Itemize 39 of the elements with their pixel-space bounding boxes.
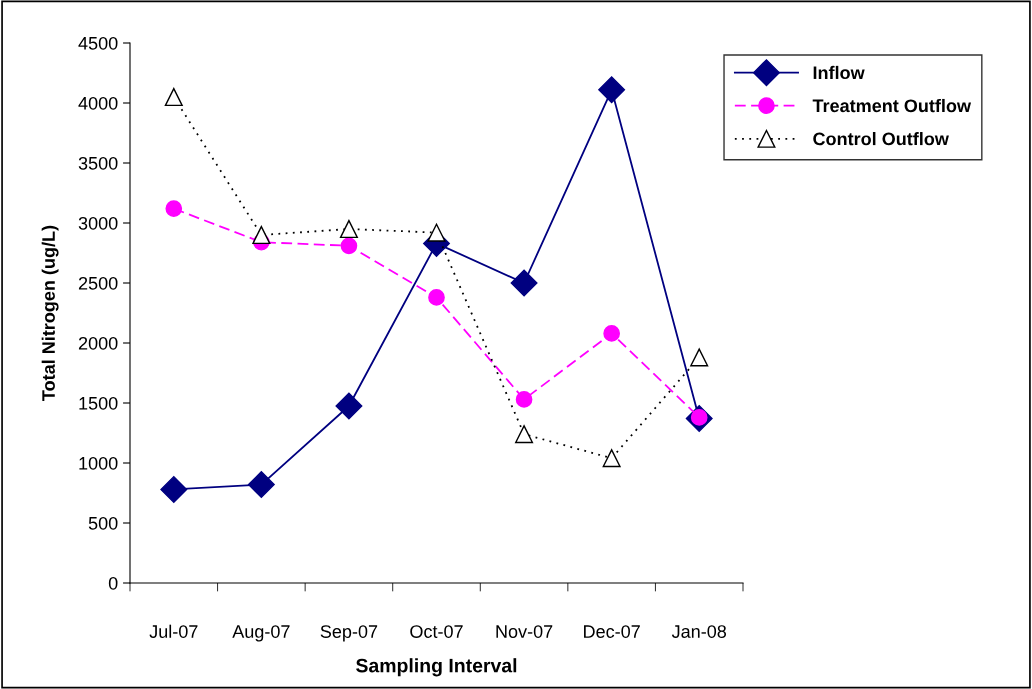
x-tick-label: Oct-07	[410, 625, 463, 638]
x-tick-label: Sep-07	[320, 625, 378, 642]
point	[165, 200, 183, 217]
y-tick-label: 0	[108, 576, 118, 590]
x-tick-label: Nov-07	[496, 625, 553, 638]
point	[515, 425, 534, 444]
point	[510, 269, 538, 297]
legend-label: Treatment Outflow	[812, 98, 972, 113]
point	[428, 289, 445, 306]
y-tick-label: 500	[88, 516, 118, 530]
x-tick-label: Jan-08	[671, 625, 727, 638]
point	[515, 391, 533, 408]
point	[335, 392, 363, 420]
point	[690, 348, 709, 367]
y-axis-title: Total Nitrogen (ug/L)	[41, 225, 59, 401]
x-tick-label: Dec-07	[584, 625, 640, 638]
point	[160, 475, 188, 503]
point	[598, 76, 626, 104]
y-tick-label: 4500	[78, 36, 118, 50]
point	[339, 219, 358, 239]
legend-label: Inflow	[813, 65, 865, 80]
point	[247, 471, 275, 499]
x-axis-title: Sampling Interval	[356, 658, 517, 677]
y-tick-label: 1500	[79, 396, 118, 410]
y-tick-label: 2500	[78, 276, 118, 290]
point	[602, 449, 621, 468]
y-tick-label: 1000	[79, 456, 118, 470]
legend-label: Control Outflow	[813, 132, 949, 146]
x-tick-label: Jul-07	[149, 624, 198, 638]
y-tick-label: 3500	[78, 156, 118, 170]
y-tick-label: 4000	[78, 96, 118, 110]
x-tick-label: Aug-07	[232, 625, 290, 642]
point	[164, 87, 183, 107]
point	[603, 325, 620, 342]
y-tick-label: 2000	[78, 336, 118, 350]
y-tick-label: 3000	[78, 216, 118, 230]
point	[252, 225, 271, 245]
point	[340, 237, 358, 255]
point	[427, 223, 446, 242]
